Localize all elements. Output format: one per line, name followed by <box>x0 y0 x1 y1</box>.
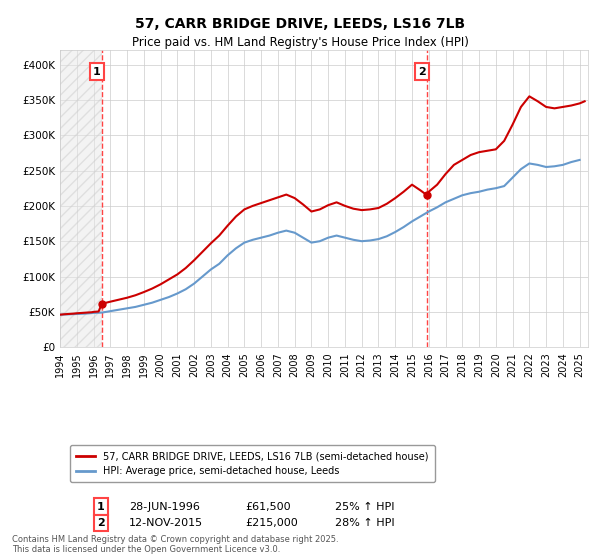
Text: 12-NOV-2015: 12-NOV-2015 <box>128 518 203 528</box>
Text: 25% ↑ HPI: 25% ↑ HPI <box>335 502 394 511</box>
Text: 1: 1 <box>97 502 105 511</box>
Text: Price paid vs. HM Land Registry's House Price Index (HPI): Price paid vs. HM Land Registry's House … <box>131 36 469 49</box>
Bar <box>60 50 102 347</box>
Legend: 57, CARR BRIDGE DRIVE, LEEDS, LS16 7LB (semi-detached house), HPI: Average price: 57, CARR BRIDGE DRIVE, LEEDS, LS16 7LB (… <box>70 445 434 482</box>
Text: 28-JUN-1996: 28-JUN-1996 <box>128 502 200 511</box>
Text: Contains HM Land Registry data © Crown copyright and database right 2025.
This d: Contains HM Land Registry data © Crown c… <box>12 535 338 554</box>
Text: 57, CARR BRIDGE DRIVE, LEEDS, LS16 7LB: 57, CARR BRIDGE DRIVE, LEEDS, LS16 7LB <box>135 17 465 31</box>
Text: £61,500: £61,500 <box>245 502 290 511</box>
Text: £215,000: £215,000 <box>245 518 298 528</box>
Text: 2: 2 <box>97 518 105 528</box>
Text: 1: 1 <box>93 67 101 77</box>
Text: 28% ↑ HPI: 28% ↑ HPI <box>335 518 394 528</box>
Text: 2: 2 <box>418 67 426 77</box>
